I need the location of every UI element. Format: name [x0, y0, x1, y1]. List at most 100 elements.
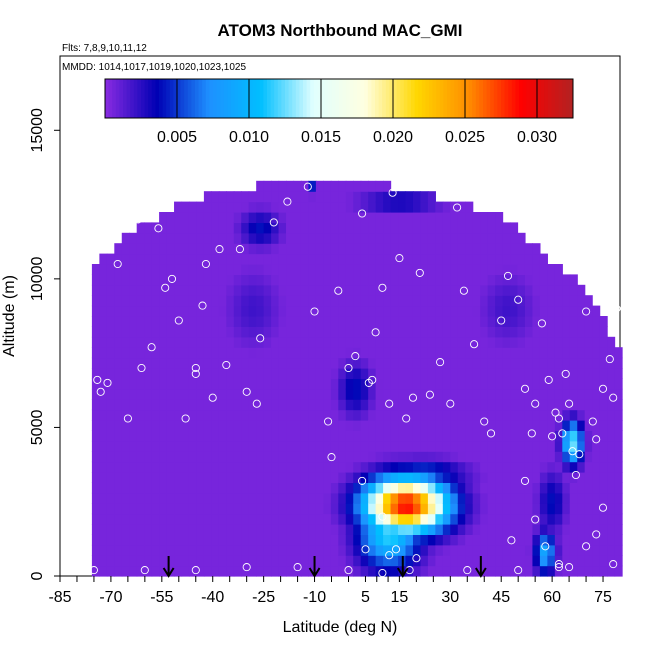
- heatmap-cell: [218, 368, 227, 379]
- heatmap-cell: [390, 212, 399, 223]
- heatmap-cell: [375, 451, 384, 463]
- x-axis-label: Latitude (deg N): [283, 619, 398, 636]
- heatmap-cell: [569, 316, 578, 327]
- sample-point: [514, 295, 523, 304]
- heatmap-cell: [241, 336, 250, 348]
- heatmap-cell: [442, 420, 451, 431]
- heatmap-cell: [106, 399, 115, 411]
- heatmap-cell: [577, 347, 586, 359]
- heatmap-cell: [278, 212, 287, 223]
- heatmap-cell: [248, 357, 257, 369]
- heatmap-cell: [577, 368, 586, 379]
- heatmap-cell: [91, 555, 100, 567]
- colorbar-swatch: [299, 79, 304, 118]
- sample-point: [344, 566, 353, 575]
- heatmap-cell: [188, 274, 198, 286]
- heatmap-cell: [323, 430, 332, 442]
- heatmap-cell: [398, 232, 407, 244]
- svg-text:-25: -25: [252, 589, 275, 606]
- heatmap-cell: [181, 347, 190, 359]
- heatmap-cell: [390, 544, 399, 556]
- heatmap-cell: [524, 513, 534, 525]
- svg-text:-40: -40: [201, 589, 224, 606]
- heatmap-cell: [360, 565, 369, 577]
- heatmap-cell: [562, 492, 571, 504]
- heatmap-cell: [592, 565, 601, 577]
- heatmap-cell: [166, 212, 175, 223]
- heatmap-cell: [420, 253, 429, 265]
- heatmap-cell: [502, 305, 511, 317]
- heatmap-cell: [547, 357, 556, 369]
- sample-point: [463, 566, 472, 575]
- heatmap-cell: [263, 513, 272, 525]
- heatmap-cell: [539, 503, 548, 515]
- heatmap-cell: [129, 524, 138, 535]
- heatmap-cell: [390, 503, 399, 515]
- heatmap-cell: [465, 420, 474, 431]
- heatmap-cell: [233, 212, 242, 223]
- sample-point: [425, 390, 434, 399]
- heatmap-cell: [345, 430, 354, 442]
- heatmap-cell: [338, 357, 347, 369]
- colorbar-swatch: [166, 79, 171, 118]
- heatmap-cell: [405, 357, 414, 369]
- heatmap-cell: [91, 295, 100, 307]
- heatmap-cell: [256, 243, 265, 255]
- heatmap-cell: [271, 284, 280, 296]
- heatmap-cell: [248, 295, 257, 307]
- x-tick: 45: [492, 576, 510, 606]
- heatmap-cell: [547, 274, 556, 286]
- heatmap-cell: [360, 492, 369, 504]
- heatmap-cell: [405, 378, 414, 390]
- heatmap-cell: [569, 451, 578, 463]
- heatmap-cell: [226, 316, 235, 327]
- heatmap-cell: [502, 409, 511, 421]
- heatmap-cell: [286, 534, 295, 546]
- heatmap-cell: [286, 347, 295, 359]
- heatmap-cell: [502, 440, 511, 452]
- heatmap-cell: [592, 378, 601, 390]
- heatmap-cell: [427, 295, 436, 307]
- heatmap-cell: [502, 326, 511, 338]
- heatmap-cell: [248, 388, 257, 400]
- heatmap-cell: [293, 253, 302, 265]
- heatmap-cell: [383, 180, 392, 192]
- colorbar-swatch: [454, 79, 459, 118]
- heatmap-cell: [174, 482, 183, 494]
- heatmap-cell: [517, 357, 526, 369]
- heatmap-cell: [248, 326, 257, 338]
- heatmap-cell: [577, 451, 586, 463]
- heatmap-cell: [353, 243, 362, 255]
- heatmap-cell: [510, 482, 519, 494]
- heatmap-cell: [226, 555, 235, 567]
- colorbar-swatch: [540, 79, 545, 118]
- heatmap-cell: [151, 305, 160, 317]
- heatmap-cell: [308, 264, 317, 275]
- colorbar-swatch: [389, 79, 394, 118]
- heatmap-cell: [330, 472, 339, 483]
- colorbar-swatch: [443, 79, 448, 118]
- heatmap-cell: [487, 336, 496, 348]
- heatmap-cell: [300, 430, 310, 442]
- heatmap-cell: [263, 347, 272, 359]
- heatmap-cell: [203, 503, 212, 515]
- heatmap-cell: [99, 482, 108, 494]
- heatmap-cell: [420, 399, 429, 411]
- heatmap-cell: [278, 388, 287, 400]
- heatmap-cell: [271, 544, 280, 556]
- heatmap-cell: [271, 232, 280, 244]
- heatmap-cell: [293, 388, 302, 400]
- heatmap-cell: [226, 191, 235, 203]
- heatmap-cell: [241, 295, 250, 307]
- heatmap-cell: [450, 503, 459, 515]
- heatmap-cell: [278, 565, 287, 577]
- heatmap-cell: [487, 295, 496, 307]
- heatmap-cell: [241, 440, 250, 452]
- heatmap-cell: [271, 295, 280, 307]
- heatmap-cell: [248, 461, 257, 473]
- heatmap-cell: [114, 409, 123, 421]
- heatmap-cell: [495, 420, 504, 431]
- heatmap-cell: [330, 440, 339, 452]
- heatmap-cell: [383, 201, 392, 213]
- heatmap-cell: [435, 243, 444, 255]
